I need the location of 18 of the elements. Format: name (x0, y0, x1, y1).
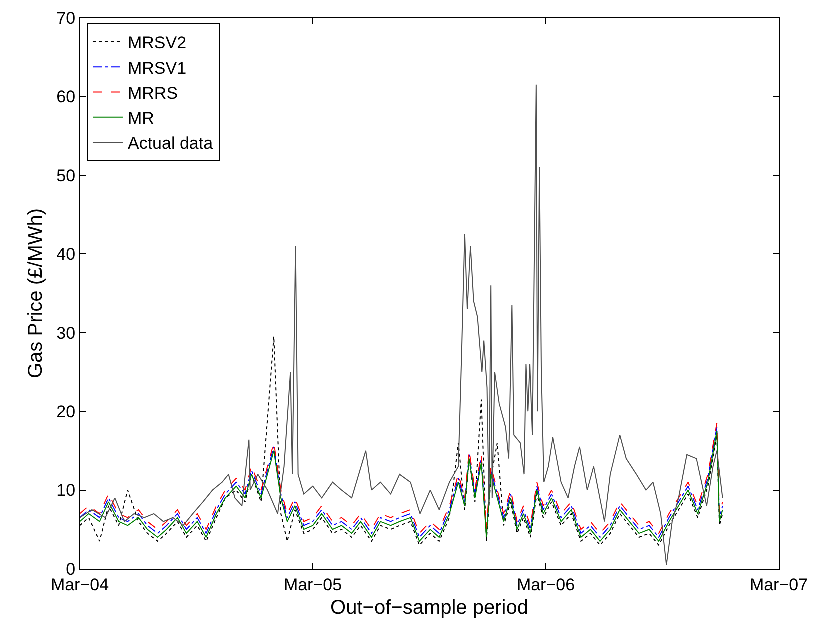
legend-label: MR (128, 108, 154, 128)
x-axis-title: Out−of−sample period (330, 596, 528, 619)
y-tick-label: 40 (56, 245, 76, 264)
x-tick-label: Mar−06 (516, 575, 576, 594)
y-tick-label: 70 (56, 8, 76, 28)
x-tick-label: Mar−05 (284, 575, 342, 594)
y-tick-label: 50 (56, 166, 76, 186)
y-axis-title: Gas Price (£/MWh) (25, 208, 48, 379)
y-tick-label: 60 (56, 88, 76, 107)
legend-label: MRRS (128, 84, 178, 103)
x-tick-label: Mar−07 (750, 575, 808, 594)
legend-label: Actual data (128, 134, 214, 154)
legend-label: MRSV2 (128, 34, 187, 53)
y-tick-label: 30 (56, 324, 76, 343)
line-series (80, 84, 724, 566)
y-tick-label: 10 (56, 481, 76, 500)
y-tick-label: 20 (56, 402, 76, 422)
legend-label: MRSV1 (128, 58, 187, 78)
